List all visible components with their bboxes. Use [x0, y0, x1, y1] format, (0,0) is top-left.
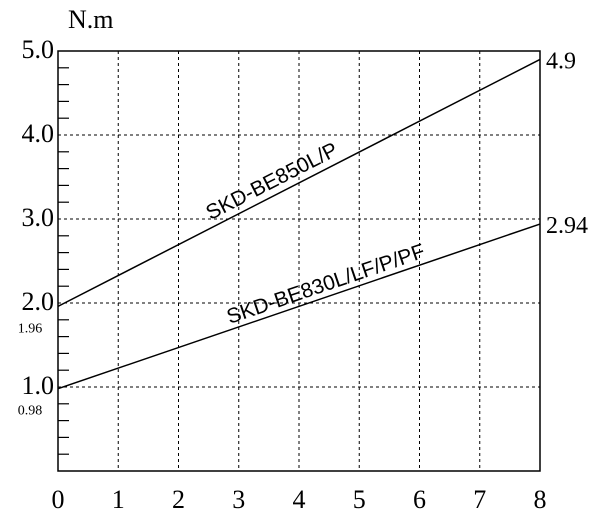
intercept-annotation: 0.98: [18, 404, 43, 419]
x-tick-label: 0: [52, 485, 65, 514]
series-line: [57, 58, 541, 308]
x-tick-label: 1: [112, 485, 125, 514]
y-tick-label: 4.0: [22, 119, 55, 148]
y-tick-label: 3.0: [22, 203, 55, 232]
x-tick-label: 2: [172, 485, 185, 514]
y-axis-label: N.m: [68, 5, 114, 34]
series-label: SKD-BE830L/LF/P/PF: [224, 240, 428, 329]
series-line: [57, 223, 541, 390]
axis-ticks: [58, 67, 69, 455]
labels: 0 1 2 3 4 5 6 7 8 1.0 2.0 3.0 4.0 5.0 SKD-BE850L/P SKD-…: [18, 35, 588, 514]
x-tick-label: 3: [232, 485, 245, 514]
y-tick-label: 5.0: [22, 35, 55, 64]
x-tick-label: 5: [353, 485, 366, 514]
x-tick-label: 7: [473, 485, 486, 514]
grid: [58, 51, 540, 471]
y-tick-label: 1.0: [22, 371, 55, 400]
y-tick-label: 2.0: [22, 287, 55, 316]
value-annotation: 4.9: [546, 48, 576, 74]
x-tick-label: 6: [413, 485, 426, 514]
value-annotation: 2.94: [546, 213, 588, 239]
x-tick-label: 8: [534, 485, 547, 514]
series-label: SKD-BE850L/P: [202, 138, 341, 224]
x-tick-label: 4: [293, 485, 306, 514]
plot-frame: [57, 50, 541, 472]
intercept-annotation: 1.96: [18, 321, 43, 336]
series: [57, 58, 541, 390]
